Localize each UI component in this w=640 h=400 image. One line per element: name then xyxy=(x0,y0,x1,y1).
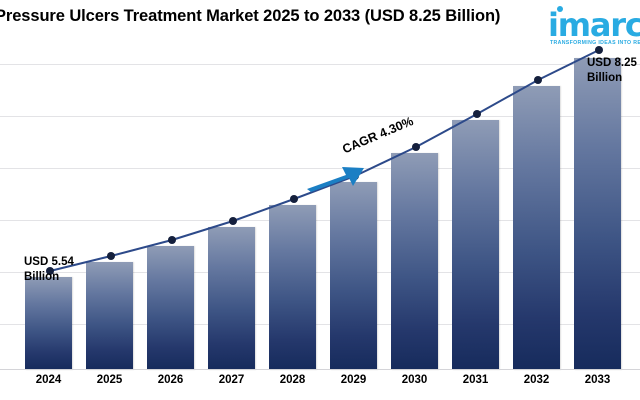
data-point-2027 xyxy=(229,217,237,225)
bar-2024 xyxy=(25,277,72,370)
xtick-2027: 2027 xyxy=(218,374,245,386)
xtick-2033: 2033 xyxy=(584,374,611,386)
page-title: Pressure Ulcers Treatment Market 2025 to… xyxy=(0,7,501,25)
gridline xyxy=(0,64,640,65)
xtick-2026: 2026 xyxy=(157,374,184,386)
start-value-line1: USD 5.54 xyxy=(24,256,74,268)
data-point-2026 xyxy=(168,236,176,244)
xtick-2029: 2029 xyxy=(340,374,367,386)
end-value-line1: USD 8.25 xyxy=(587,57,637,69)
plot-area xyxy=(0,46,640,370)
bar-2030 xyxy=(391,153,438,370)
end-value-label: USD 8.25 Billion xyxy=(587,56,637,86)
data-point-2031 xyxy=(473,110,481,118)
x-axis-labels: 2024 2025 2026 2027 2028 2029 2030 2031 … xyxy=(0,370,640,400)
cagr-arrow-icon xyxy=(307,167,364,192)
trend-line-series xyxy=(46,46,603,275)
gridline xyxy=(0,116,640,117)
xtick-2031: 2031 xyxy=(462,374,489,386)
xtick-2024: 2024 xyxy=(35,374,62,386)
bar-2031 xyxy=(452,120,499,370)
gridline xyxy=(0,220,640,221)
imarc-logo: imarc TRANSFORMING IDEAS INTO REALITY xyxy=(548,4,640,50)
start-value-label: USD 5.54 Billion xyxy=(24,255,74,285)
bar-2028 xyxy=(269,205,316,370)
bar-2033 xyxy=(574,58,621,370)
xtick-2030: 2030 xyxy=(401,374,428,386)
bar-2029 xyxy=(330,182,377,370)
data-point-2032 xyxy=(534,76,542,84)
gridline xyxy=(0,168,640,169)
x-axis-line xyxy=(0,369,640,370)
logo-wordmark: imarc xyxy=(548,6,640,44)
data-point-2033 xyxy=(595,46,603,54)
bar-2027 xyxy=(208,227,255,370)
data-point-2030 xyxy=(412,143,420,151)
xtick-2032: 2032 xyxy=(523,374,550,386)
bar-2026 xyxy=(147,246,194,370)
bar-2032 xyxy=(513,86,560,370)
logo-tagline: TRANSFORMING IDEAS INTO REALITY xyxy=(550,40,640,46)
gridline xyxy=(0,272,640,273)
xtick-2028: 2028 xyxy=(279,374,306,386)
bar-2025 xyxy=(86,262,133,370)
data-point-2024 xyxy=(46,267,54,275)
data-point-2025 xyxy=(107,252,115,260)
logo-dot-icon xyxy=(557,6,563,12)
xtick-2025: 2025 xyxy=(96,374,123,386)
end-value-line2: Billion xyxy=(587,72,623,85)
start-value-line2: Billion xyxy=(24,271,60,284)
gridline xyxy=(0,324,640,325)
data-point-2028 xyxy=(290,195,298,203)
